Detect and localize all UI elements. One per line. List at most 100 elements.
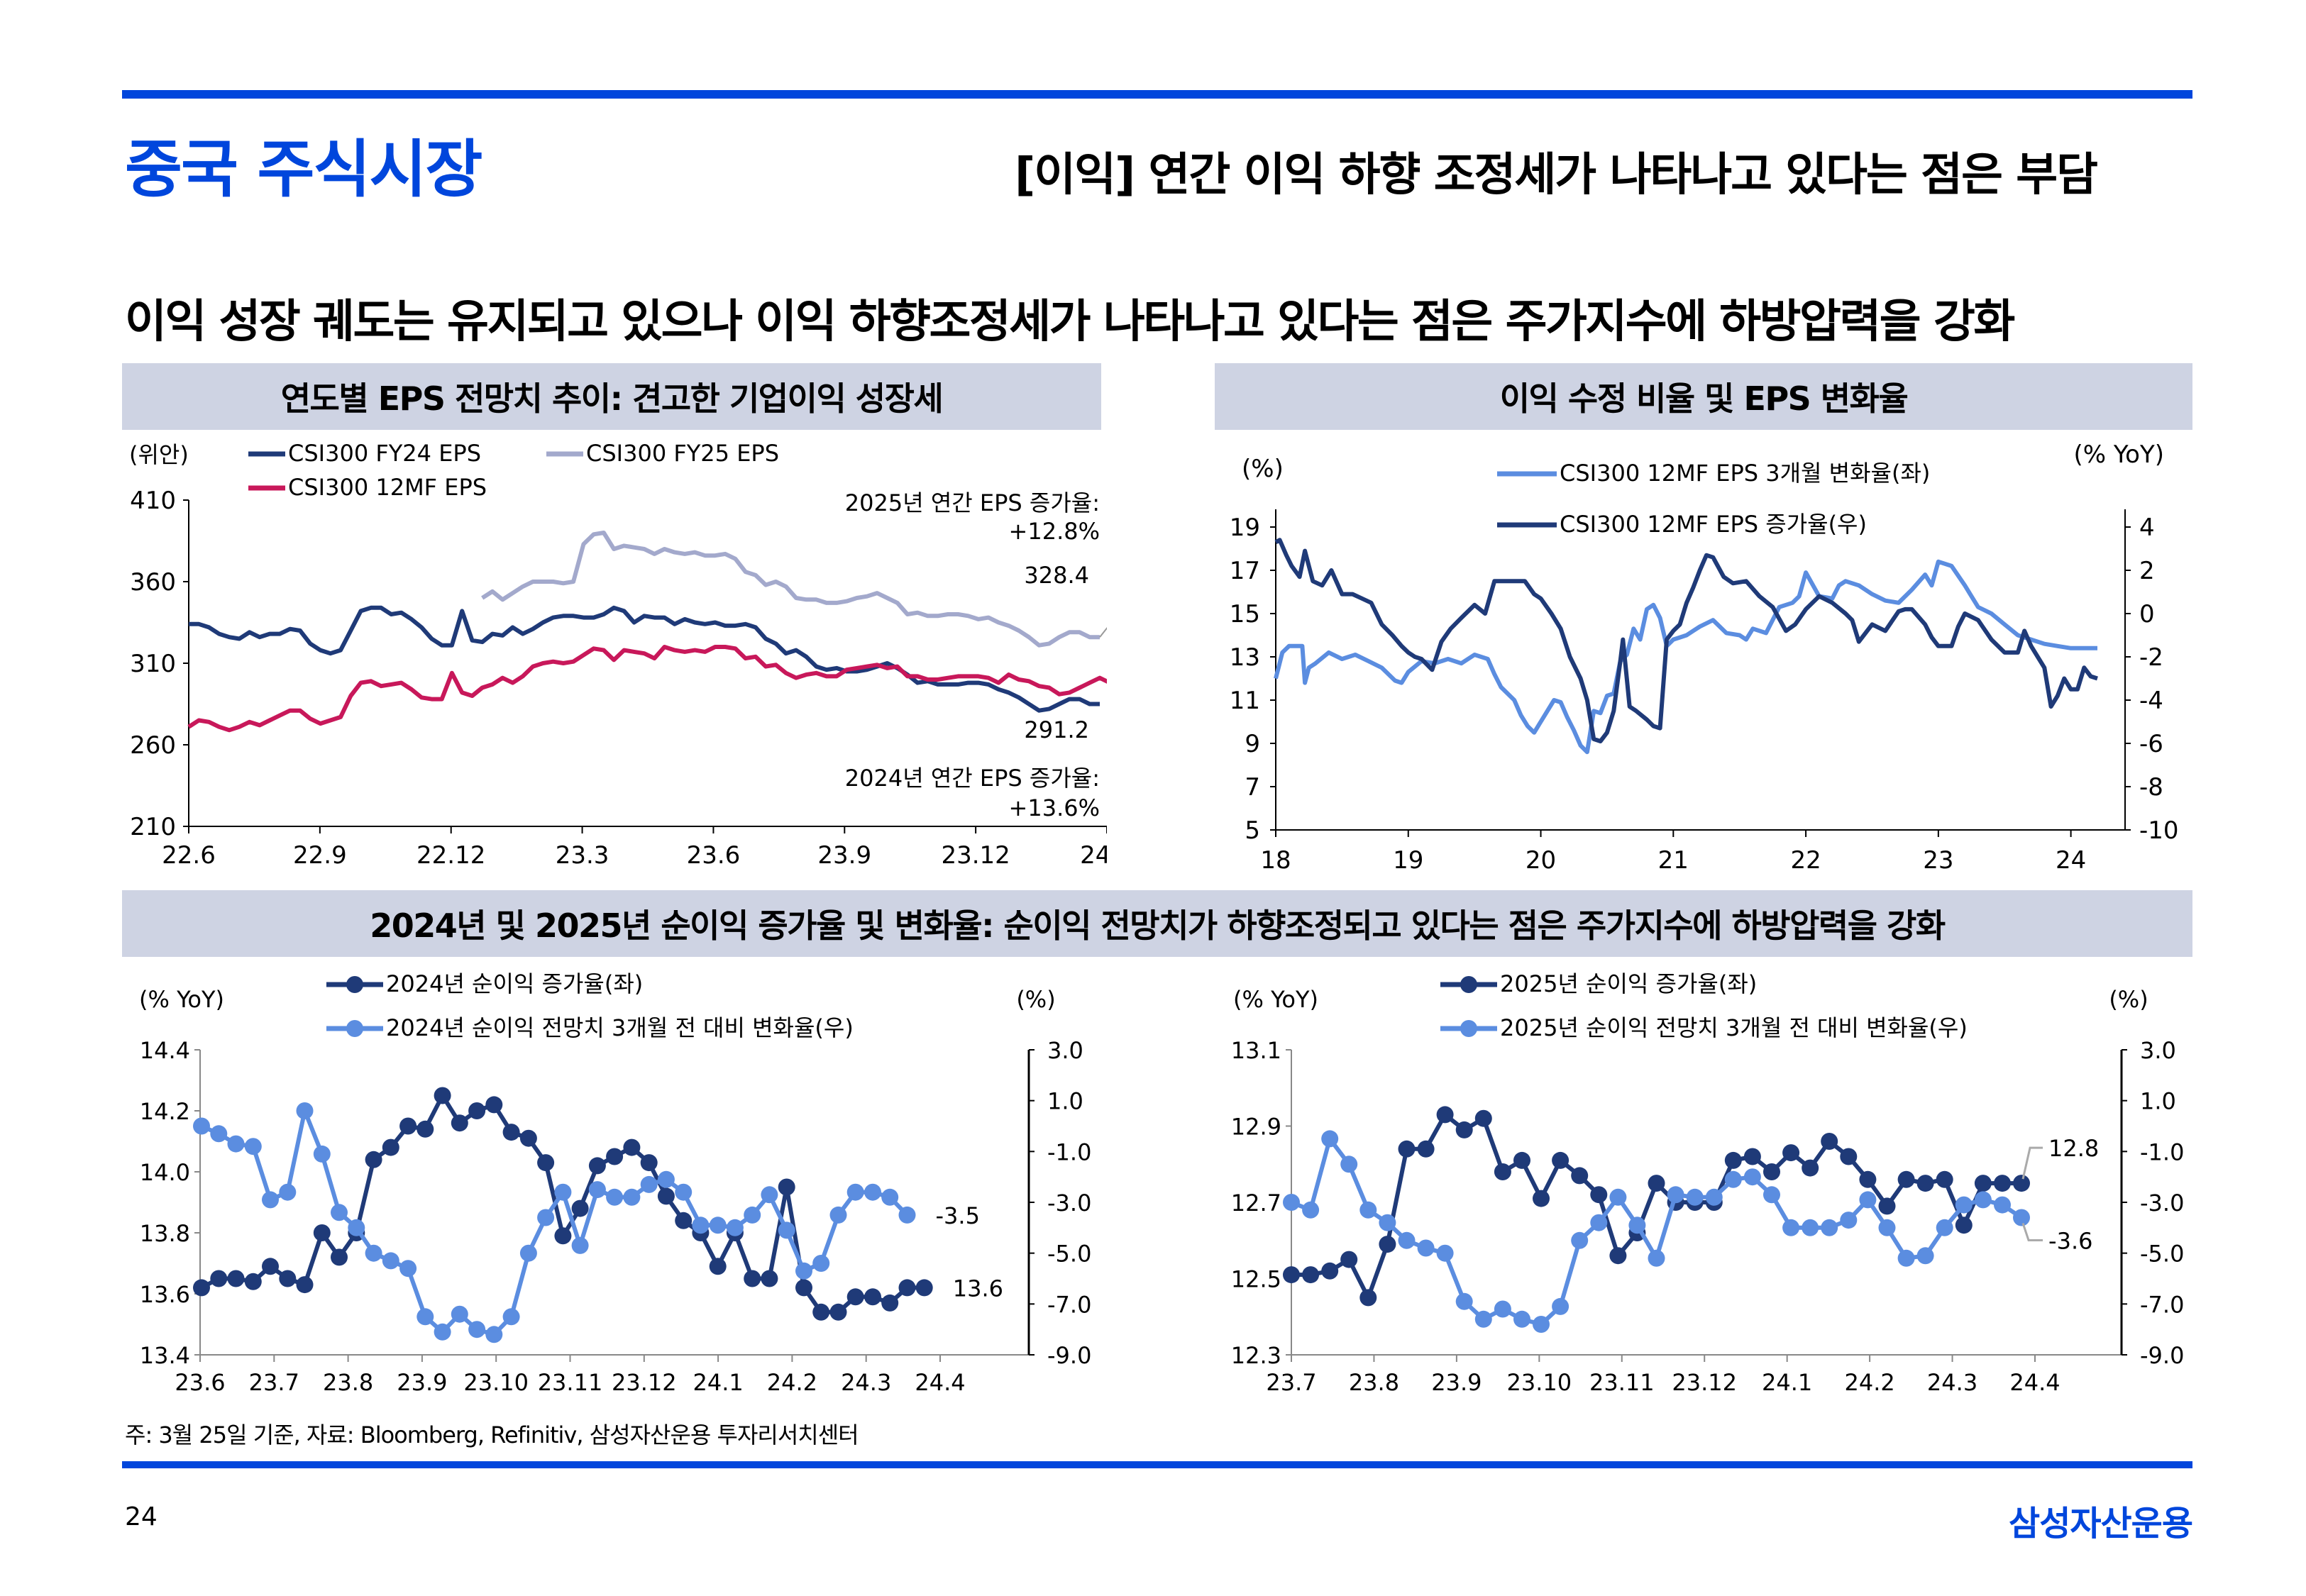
data-point <box>399 1260 417 1278</box>
data-point <box>778 1178 795 1196</box>
x-tick-label: 23.12 <box>612 1369 677 1396</box>
y-axis-unit: (위안) <box>129 441 189 468</box>
x-tick-label: 23.11 <box>1589 1369 1655 1396</box>
data-point <box>1859 1170 1877 1188</box>
data-point <box>1821 1133 1838 1150</box>
data-point <box>1916 1175 1934 1192</box>
data-point <box>588 1181 606 1199</box>
data-point <box>1321 1262 1339 1280</box>
annotation-last-revision: -3.6 <box>2048 1228 2092 1255</box>
y-axis-unit-right: (% YoY) <box>2074 440 2164 469</box>
data-point <box>1859 1191 1877 1209</box>
x-tick-label: 24.4 <box>2009 1369 2060 1396</box>
x-tick-label: 22.9 <box>293 841 347 870</box>
data-point <box>571 1236 589 1254</box>
data-point <box>227 1270 245 1287</box>
y-tick-label-right: 1.0 <box>1047 1088 1083 1115</box>
data-point <box>193 1117 210 1135</box>
y-axis-unit-left: (%) <box>1242 455 1284 483</box>
data-point <box>795 1279 812 1297</box>
data-point <box>1840 1212 1858 1229</box>
annotation-fy25-last: 328.4 <box>1024 562 1089 589</box>
annotation-2024-value: +13.6% <box>1009 794 1100 821</box>
x-tick-label: 24.3 <box>1927 1369 1977 1396</box>
data-point <box>675 1183 693 1201</box>
data-point <box>399 1117 417 1135</box>
data-point <box>1379 1236 1396 1253</box>
data-point <box>1897 1170 1915 1188</box>
x-tick-label: 23.12 <box>1672 1369 1737 1396</box>
data-point <box>519 1244 537 1262</box>
data-point <box>1648 1249 1665 1267</box>
data-point <box>657 1187 675 1205</box>
bottom-rule <box>122 1461 2192 1468</box>
data-point <box>434 1087 451 1104</box>
data-point <box>1302 1201 1320 1219</box>
y-tick-label-right: -8 <box>2139 773 2163 802</box>
legend-marker <box>1460 1020 1477 1037</box>
chart-np-2024: 14.4 14.2 14.0 13.8 13.6 13.4 3.0 1.0 -1.0 -3.0 -5… <box>139 970 1091 1396</box>
x-tick-label: 24.2 <box>1844 1369 1894 1396</box>
y-tick-label-left: 13 <box>1230 643 1260 672</box>
data-point <box>812 1255 830 1272</box>
data-point <box>1321 1130 1339 1148</box>
y-tick-label-left: 15 <box>1230 600 1260 628</box>
data-point <box>1802 1219 1819 1236</box>
data-point <box>554 1227 572 1245</box>
x-tick-label: 23.9 <box>817 841 871 870</box>
data-point <box>571 1199 589 1217</box>
y-tick-label-right: -3.0 <box>2140 1190 2184 1217</box>
y-tick-label-left: 17 <box>1230 557 1260 585</box>
x-tick-label: 21 <box>1658 846 1689 875</box>
data-point <box>519 1129 537 1147</box>
data-point <box>331 1248 348 1266</box>
data-point <box>606 1188 624 1206</box>
x-tick-label: 23 <box>1923 846 1953 875</box>
annotation-fy24-last: 291.2 <box>1024 716 1089 743</box>
data-point <box>1667 1186 1684 1204</box>
chart1-header: 연도별 EPS 전망치 추이: 견고한 기업이익 성장세 <box>122 363 1101 430</box>
data-point <box>2013 1175 2030 1192</box>
data-point <box>846 1288 864 1306</box>
data-point <box>692 1217 710 1234</box>
data-point <box>502 1308 520 1326</box>
data-point <box>778 1221 795 1239</box>
y-tick-label-right: -5.0 <box>2140 1241 2184 1268</box>
data-point <box>1609 1188 1627 1206</box>
y-tick-label-left: 13.1 <box>1231 1037 1281 1064</box>
data-point <box>1417 1140 1435 1158</box>
legend-label: CSI300 12MF EPS 증가율(우) <box>1560 511 1867 538</box>
page-number: 24 <box>125 1502 158 1531</box>
x-tick-label: 24.3 <box>841 1369 891 1396</box>
legend-label: CSI300 FY25 EPS <box>586 440 779 467</box>
x-tick-label: 20 <box>1526 846 1556 875</box>
legend-label: 2025년 순이익 증가율(좌) <box>1500 970 1757 997</box>
y-tick-label-right: -7.0 <box>2140 1291 2184 1318</box>
top-rule <box>122 90 2192 99</box>
data-point <box>468 1321 486 1339</box>
x-tick-label: 22.6 <box>162 841 216 870</box>
data-point <box>1340 1251 1358 1268</box>
data-point <box>227 1135 245 1153</box>
data-point <box>675 1212 693 1229</box>
data-point <box>1474 1109 1492 1127</box>
legend-marker <box>346 1020 363 1037</box>
y-tick-label-right: -2 <box>2139 643 2163 672</box>
data-point <box>864 1183 881 1201</box>
data-point <box>761 1186 778 1204</box>
data-point <box>313 1145 331 1163</box>
data-point <box>709 1258 727 1275</box>
data-point <box>382 1138 399 1156</box>
data-point <box>1455 1121 1473 1138</box>
data-point <box>210 1125 228 1143</box>
x-tick-label: 23.8 <box>1349 1369 1399 1396</box>
data-point <box>1474 1310 1492 1328</box>
y-tick-label-left: 12.9 <box>1231 1114 1281 1141</box>
y-tick-label-right: -5.0 <box>1047 1241 1091 1268</box>
x-tick-label: 24.2 <box>767 1369 817 1396</box>
data-point <box>1359 1289 1377 1307</box>
data-point <box>1955 1217 1973 1234</box>
data-point <box>1398 1231 1416 1249</box>
data-point <box>262 1191 279 1209</box>
